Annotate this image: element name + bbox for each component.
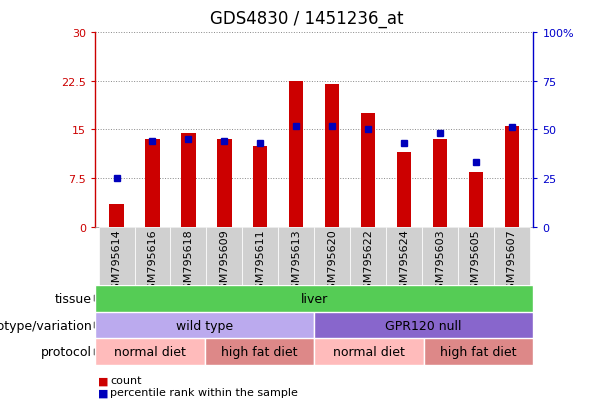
Text: genotype/variation: genotype/variation (0, 319, 92, 332)
Text: high fat diet: high fat diet (440, 346, 517, 358)
Text: wild type: wild type (176, 319, 233, 332)
Bar (242, 227, 278, 285)
Bar (170, 227, 207, 285)
Text: GSM795624: GSM795624 (399, 229, 409, 297)
Bar (95, 339, 205, 366)
Bar (278, 227, 314, 285)
Text: GDS4830 / 1451236_at: GDS4830 / 1451236_at (210, 10, 403, 28)
Text: normal diet: normal diet (114, 346, 186, 358)
Text: GSM795616: GSM795616 (148, 229, 158, 297)
Text: GSM795605: GSM795605 (471, 229, 481, 297)
Text: protocol: protocol (41, 346, 92, 358)
Bar (181, 133, 196, 227)
Bar (289, 82, 303, 227)
Bar (205, 339, 314, 366)
Text: liver: liver (300, 292, 328, 305)
Bar (433, 140, 447, 227)
Bar (504, 127, 519, 227)
Text: GSM795603: GSM795603 (435, 229, 445, 297)
Bar (207, 227, 242, 285)
Text: count: count (110, 375, 142, 385)
Bar (386, 227, 422, 285)
Bar (325, 85, 340, 227)
Text: high fat diet: high fat diet (221, 346, 298, 358)
Text: normal diet: normal diet (333, 346, 405, 358)
Bar (314, 312, 533, 339)
Text: GSM795607: GSM795607 (507, 229, 517, 297)
Text: percentile rank within the sample: percentile rank within the sample (110, 387, 298, 397)
Text: GSM795609: GSM795609 (219, 229, 229, 297)
Bar (95, 312, 314, 339)
Bar (99, 227, 134, 285)
Text: GSM795614: GSM795614 (112, 229, 121, 297)
Bar (145, 140, 159, 227)
Bar (134, 227, 170, 285)
Bar (314, 339, 424, 366)
Text: ■: ■ (98, 375, 109, 385)
Bar (314, 227, 350, 285)
Bar (397, 153, 411, 227)
Bar (458, 227, 494, 285)
Bar (494, 227, 530, 285)
Bar (422, 227, 458, 285)
Bar (469, 172, 483, 227)
Text: tissue: tissue (55, 292, 92, 305)
Bar (109, 204, 124, 227)
Text: GSM795622: GSM795622 (363, 229, 373, 297)
Bar (424, 339, 533, 366)
Text: ■: ■ (98, 387, 109, 397)
Text: GSM795613: GSM795613 (291, 229, 301, 297)
Text: GPR120 null: GPR120 null (386, 319, 462, 332)
Text: GSM795618: GSM795618 (183, 229, 194, 297)
Bar (253, 146, 267, 227)
Bar (350, 227, 386, 285)
Bar (217, 140, 232, 227)
Bar (361, 114, 375, 227)
Text: GSM795620: GSM795620 (327, 229, 337, 297)
Text: GSM795611: GSM795611 (255, 229, 265, 297)
